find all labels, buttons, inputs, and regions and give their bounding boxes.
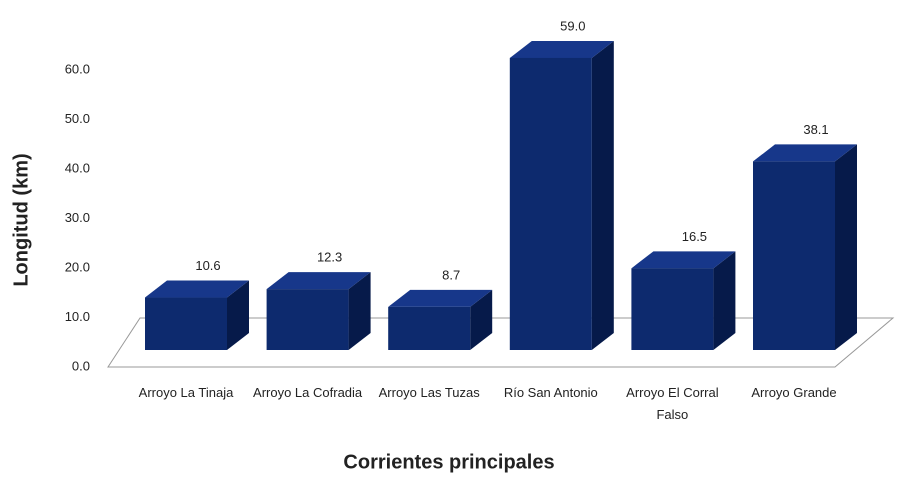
y-tick-label: 60.0 xyxy=(65,61,90,76)
bar-top xyxy=(753,144,857,162)
value-label: 38.1 xyxy=(803,122,828,137)
bar-top xyxy=(266,272,371,290)
x-tick-label: Arroyo La Cofradia xyxy=(253,385,363,400)
bar-top xyxy=(631,251,736,269)
bar-side xyxy=(713,251,736,350)
bar xyxy=(266,289,349,350)
bar xyxy=(509,57,592,350)
bar xyxy=(388,306,471,350)
x-tick-label: Arroyo Grande xyxy=(751,385,837,400)
y-axis-title: Longitud (km) xyxy=(10,153,32,286)
value-label: 59.0 xyxy=(560,18,585,33)
value-label: 8.7 xyxy=(442,267,460,282)
y-tick-label: 0.0 xyxy=(72,358,90,373)
bar-side xyxy=(227,280,249,350)
y-tick-label: 30.0 xyxy=(65,210,90,225)
x-tick-label: Arroyo El Corral Falso xyxy=(626,385,719,422)
x-tick-label: Río San Antonio xyxy=(503,385,598,400)
bar-top xyxy=(145,280,249,298)
x-tick-label: Arroyo La Tinaja xyxy=(138,385,234,400)
x-tick-label: Arroyo Las Tuzas xyxy=(378,385,480,400)
value-label: 12.3 xyxy=(317,250,342,265)
value-label: 16.5 xyxy=(682,229,707,244)
bar-top xyxy=(388,289,493,307)
y-tick-label: 50.0 xyxy=(65,111,90,126)
bar xyxy=(753,161,835,350)
bar-side xyxy=(591,40,614,350)
bar-side xyxy=(348,272,371,350)
bar-side xyxy=(470,289,493,350)
value-label: 10.6 xyxy=(195,258,220,273)
y-tick-label: 10.0 xyxy=(65,309,90,324)
x-axis-title: Corrientes principales xyxy=(343,451,554,473)
bar-side xyxy=(835,144,857,350)
bar xyxy=(145,297,227,350)
y-tick-label: 20.0 xyxy=(65,259,90,274)
bar xyxy=(631,268,714,350)
bar-top xyxy=(509,40,614,58)
y-tick-label: 40.0 xyxy=(65,160,90,175)
